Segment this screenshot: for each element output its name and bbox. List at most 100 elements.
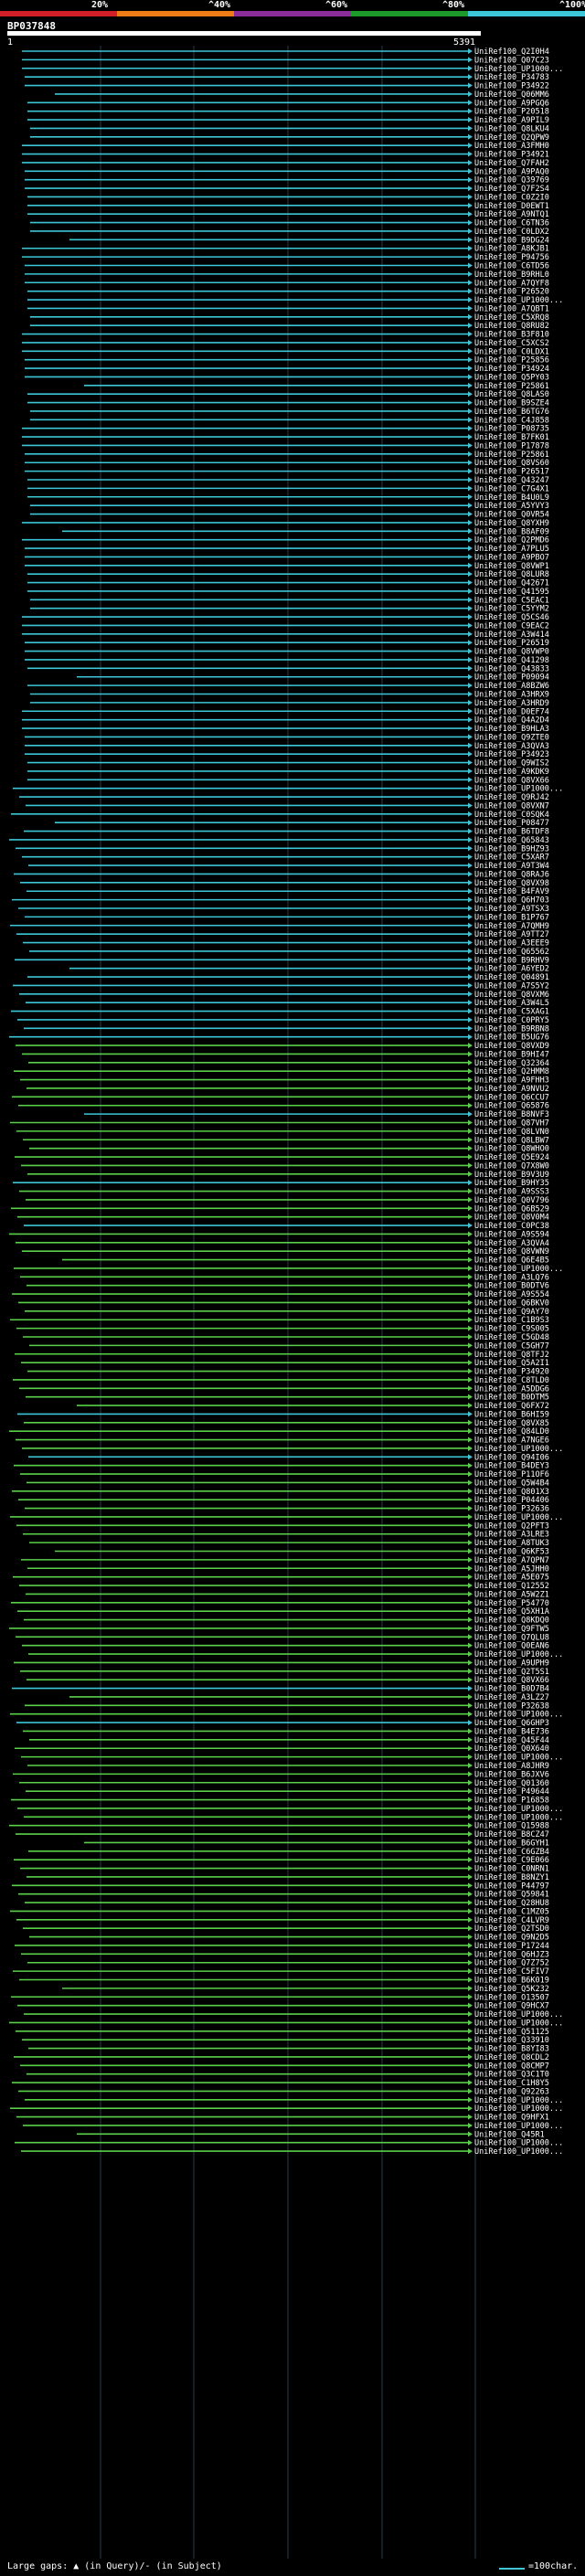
hit-arrow — [468, 485, 473, 492]
hit-label: UniRef100_Q5A2I1 — [474, 1359, 549, 1368]
hit-arrow — [468, 442, 473, 449]
hit-arrow — [468, 1908, 473, 1914]
hit-label: UniRef100_Q8VWP0 — [474, 648, 549, 657]
hit-arrow — [468, 734, 473, 740]
hit-label: UniRef100_Q8LUR8 — [474, 570, 549, 579]
hit-label: UniRef100_P09094 — [474, 673, 549, 683]
hit-arrow — [468, 1076, 473, 1083]
hit-label: UniRef100_A9NTQ1 — [474, 210, 549, 219]
hit-arrow — [468, 1051, 473, 1057]
hit-arrow — [468, 836, 473, 843]
hit-arrow — [468, 1000, 473, 1006]
hit-arrow — [468, 554, 473, 560]
hit-label: UniRef100_UP1000... — [474, 1813, 563, 1822]
hit-label: UniRef100_UP1000... — [474, 2147, 563, 2157]
hit-arrow — [468, 1977, 473, 1983]
hit-arrow — [468, 1436, 473, 1443]
hit-label: UniRef100_Q2TSD0 — [474, 1924, 549, 1934]
hit-arrow — [468, 117, 473, 123]
hit-label: UniRef100_Q8VXD9 — [474, 1042, 549, 1051]
hit-arrow — [468, 1702, 473, 1709]
hit-arrow — [468, 1291, 473, 1298]
hit-label: UniRef100_UP1000... — [474, 1711, 563, 1720]
hit-arrow — [468, 2122, 473, 2128]
hit-label: UniRef100_C4J858 — [474, 416, 549, 425]
hit-label: UniRef100_Q3C1T0 — [474, 2071, 549, 2080]
hit-arrow — [468, 828, 473, 834]
hit-label: UniRef100_Q04891 — [474, 973, 549, 982]
scale-segment — [117, 11, 234, 16]
hit-arrow — [468, 82, 473, 89]
hit-label: UniRef100_A9NVU2 — [474, 1085, 549, 1094]
hit-arrow — [468, 1959, 473, 1966]
hit-label: UniRef100_A5DDG6 — [474, 1384, 549, 1394]
hit-label: UniRef100_B9RHV9 — [474, 956, 549, 965]
hit-label: UniRef100_Q06MM6 — [474, 90, 549, 100]
hit-arrow — [468, 939, 473, 946]
hit-arrow — [468, 1659, 473, 1666]
hit-arrow — [468, 176, 473, 183]
hit-arrow — [468, 1574, 473, 1580]
hit-label: UniRef100_A5E075 — [474, 1574, 549, 1583]
hit-arrow — [468, 1411, 473, 1417]
hit-arrow — [468, 399, 473, 406]
hit-label: UniRef100_B7FK01 — [474, 433, 549, 442]
hit-arrow — [468, 1685, 473, 1691]
hit-label: UniRef100_Q43247 — [474, 476, 549, 485]
hit-label: UniRef100_Q9AY70 — [474, 1308, 549, 1317]
hit-arrow — [468, 1513, 473, 1520]
hit-arrow — [468, 1805, 473, 1811]
hit-label: UniRef100_Q8TFJ2 — [474, 1351, 549, 1360]
hit-label: UniRef100_Q8VX98 — [474, 879, 549, 888]
query-id: BP037848 — [7, 20, 56, 32]
hit-label: UniRef100_P17244 — [474, 1942, 549, 1951]
hit-arrow — [468, 374, 473, 380]
hit-label: UniRef100_Q6E4B5 — [474, 1256, 549, 1266]
hit-arrow — [468, 1214, 473, 1220]
hit-label: UniRef100_C1MZ05 — [474, 1907, 549, 1916]
hit-label: UniRef100_Q5XH1A — [474, 1607, 549, 1617]
hit-label: UniRef100_A8TUK3 — [474, 1539, 549, 1548]
hit-label: UniRef100_P25861 — [474, 451, 549, 460]
hit-arrow — [468, 948, 473, 954]
hit-label: UniRef100_A5YVY3 — [474, 502, 549, 511]
hit-arrow — [468, 305, 473, 312]
hit-arrow — [468, 237, 473, 243]
hit-arrow — [468, 931, 473, 938]
hit-label: UniRef100_B6HI59 — [474, 1410, 549, 1419]
hit-label: UniRef100_Q5E924 — [474, 1153, 549, 1162]
hit-arrow — [468, 1368, 473, 1374]
hit-label: UniRef100_B4U0L9 — [474, 493, 549, 503]
hit-label: UniRef100_C8TLD0 — [474, 1376, 549, 1385]
hit-label: UniRef100_UP1000... — [474, 785, 563, 794]
hit-arrow — [468, 1119, 473, 1126]
hit-label: UniRef100_Q6CCU7 — [474, 1093, 549, 1102]
hit-arrow — [468, 1617, 473, 1623]
hit-label: UniRef100_Q7X8W0 — [474, 1161, 549, 1171]
hit-arrow — [468, 2002, 473, 2009]
hit-arrow — [468, 503, 473, 509]
hit-label: UniRef100_UP1000... — [474, 2122, 563, 2131]
hit-label: UniRef100_Q07C23 — [474, 56, 549, 65]
hit-label: UniRef100_A3W414 — [474, 631, 549, 640]
hit-label: UniRef100_Q12552 — [474, 1582, 549, 1591]
hit-label: UniRef100_UP1000... — [474, 2010, 563, 2019]
hit-label: UniRef100_C0LDX1 — [474, 347, 549, 356]
hit-label: UniRef100_Q51125 — [474, 2028, 549, 2037]
scale-label: ^60% — [325, 0, 348, 10]
hit-label: UniRef100_Q6GHP3 — [474, 1719, 549, 1728]
hit-label: UniRef100_Q6FX72 — [474, 1402, 549, 1411]
hit-arrow — [468, 2088, 473, 2094]
hit-label: UniRef100_C5XRQ8 — [474, 313, 549, 323]
hit-arrow — [468, 297, 473, 303]
hit-label: UniRef100_Q2I0H4 — [474, 48, 549, 57]
hit-label: UniRef100_A5JHH0 — [474, 1564, 549, 1574]
legend-swatch — [499, 2568, 525, 2570]
hit-arrow — [468, 90, 473, 97]
hit-arrow — [468, 1668, 473, 1674]
hit-arrow — [468, 2028, 473, 2034]
hit-arrow — [468, 906, 473, 911]
hit-label: UniRef100_Q2T5S1 — [474, 1668, 549, 1677]
hit-arrow — [468, 1299, 473, 1306]
hit-arrow — [468, 622, 473, 629]
